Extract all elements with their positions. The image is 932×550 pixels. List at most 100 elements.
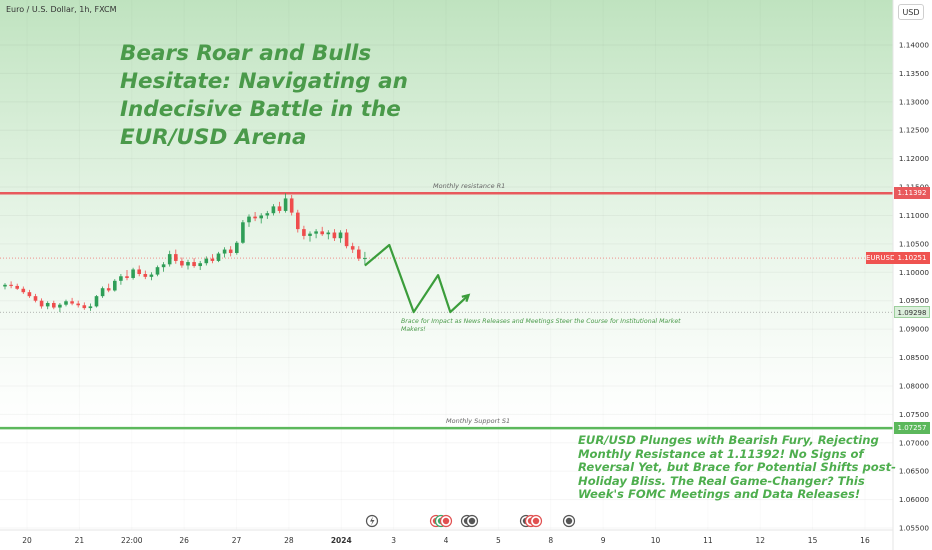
candle xyxy=(350,246,355,250)
time-tick-label: 26 xyxy=(179,536,189,545)
projection-path xyxy=(364,243,470,314)
resistance-label: Monthly resistance R1 xyxy=(433,182,506,191)
candle xyxy=(149,274,154,277)
candle xyxy=(64,301,68,305)
time-tick-label: 11 xyxy=(703,536,713,545)
candle xyxy=(113,280,117,291)
candle xyxy=(198,263,202,267)
current-price-tag: 1.10251 xyxy=(894,252,930,265)
time-tick-label: 4 xyxy=(444,536,449,545)
time-tick-label: 2024 xyxy=(331,536,352,545)
symbol-price-tag: EURUSD xyxy=(866,252,896,265)
candle xyxy=(143,273,148,277)
candle xyxy=(27,292,32,297)
time-tick-label: 3 xyxy=(391,536,396,545)
time-tick-label: 9 xyxy=(601,536,606,545)
price-axis[interactable]: 1.14000 1.13500 1.13000 1.12500 1.12000 1.115… xyxy=(899,41,930,533)
price-tick-label: 1.08000 xyxy=(899,381,930,390)
candle xyxy=(70,301,74,304)
candle xyxy=(308,233,312,236)
price-tick-label: 1.05500 xyxy=(899,524,930,533)
candle xyxy=(247,216,251,223)
event-dot-icon xyxy=(565,517,573,525)
price-tick-label: 1.07500 xyxy=(899,410,930,419)
candle xyxy=(204,258,209,264)
price-tick-label: 1.10500 xyxy=(899,239,930,248)
candle xyxy=(186,262,190,266)
candle xyxy=(125,276,129,278)
candle xyxy=(289,198,294,213)
candle xyxy=(52,302,56,308)
price-tick-label: 1.14000 xyxy=(899,41,930,50)
candle xyxy=(167,254,172,265)
candle xyxy=(21,288,26,293)
candle xyxy=(210,258,215,261)
time-tick-label: 28 xyxy=(284,536,294,545)
candle xyxy=(76,303,80,306)
candle xyxy=(82,305,87,309)
price-tick-label: 1.12000 xyxy=(899,154,930,163)
price-tick-label: 1.11500 xyxy=(899,183,930,192)
candle xyxy=(119,276,123,281)
candle xyxy=(357,249,361,259)
symbol-header: Euro / U.S. Dollar, 1h, FXCM xyxy=(6,5,117,14)
candle xyxy=(216,253,221,261)
price-tick-label: 1.06500 xyxy=(899,467,930,476)
candle xyxy=(15,285,19,289)
time-tick-label: 10 xyxy=(651,536,661,545)
candle xyxy=(265,213,270,216)
candle xyxy=(283,198,288,211)
candle xyxy=(344,232,349,247)
time-tick-label: 21 xyxy=(75,536,85,545)
candle xyxy=(192,262,196,267)
chart-title: Bears Roar and Bulls Hesitate: Navigatin… xyxy=(120,41,408,150)
candles xyxy=(3,193,367,313)
candle xyxy=(94,296,99,307)
candle xyxy=(222,249,227,254)
price-tick-label: 1.06000 xyxy=(899,495,930,504)
price-tick-label: 1.11000 xyxy=(899,211,930,220)
candle xyxy=(314,231,318,234)
time-tick-label: 22:00 xyxy=(121,536,143,545)
time-tick-label: 12 xyxy=(755,536,765,545)
candle xyxy=(180,260,184,266)
candle xyxy=(137,269,141,274)
time-axis[interactable]: 20 21 22:00 26 27 28 2024 3 4 5 8 9 10 11 12 15 16 xyxy=(22,536,870,545)
candle xyxy=(296,212,300,230)
bottom-note: EUR/USD Plunges with Bearish Fury, Rejec… xyxy=(578,433,896,502)
candle xyxy=(253,216,257,219)
candle xyxy=(106,288,111,291)
support-label: Monthly Support S1 xyxy=(446,417,511,426)
price-tick-label: 1.09000 xyxy=(899,325,930,334)
candle xyxy=(326,232,331,235)
candle xyxy=(338,232,343,239)
candle xyxy=(33,296,38,301)
price-tick-label: 1.13500 xyxy=(899,69,930,78)
price-tick-label: 1.07000 xyxy=(899,438,930,447)
candle xyxy=(241,222,245,243)
candle xyxy=(100,288,105,297)
price-tick-label: 1.12500 xyxy=(899,126,930,135)
levels xyxy=(0,191,893,430)
time-tick-label: 20 xyxy=(22,536,32,545)
price-tick-label: 1.08500 xyxy=(899,353,930,362)
economic-events[interactable] xyxy=(365,514,576,528)
candle xyxy=(9,284,13,286)
candle xyxy=(332,232,337,239)
currency-button[interactable]: USD xyxy=(898,4,924,20)
candle xyxy=(155,267,160,275)
event-dot-icon xyxy=(532,517,540,525)
candle xyxy=(259,215,263,219)
price-tick-label: 1.09500 xyxy=(899,296,930,305)
time-tick-label: 8 xyxy=(548,536,553,545)
event-dot-icon xyxy=(442,517,450,525)
candle xyxy=(235,242,239,253)
time-tick-label: 15 xyxy=(808,536,818,545)
candle xyxy=(58,304,62,308)
bull-zone xyxy=(0,0,893,430)
flash-icon xyxy=(370,516,375,526)
projection-arrowhead xyxy=(461,293,471,303)
middle-note: Brace for Impact as News Releases and Me… xyxy=(401,318,681,333)
candle xyxy=(174,254,178,261)
